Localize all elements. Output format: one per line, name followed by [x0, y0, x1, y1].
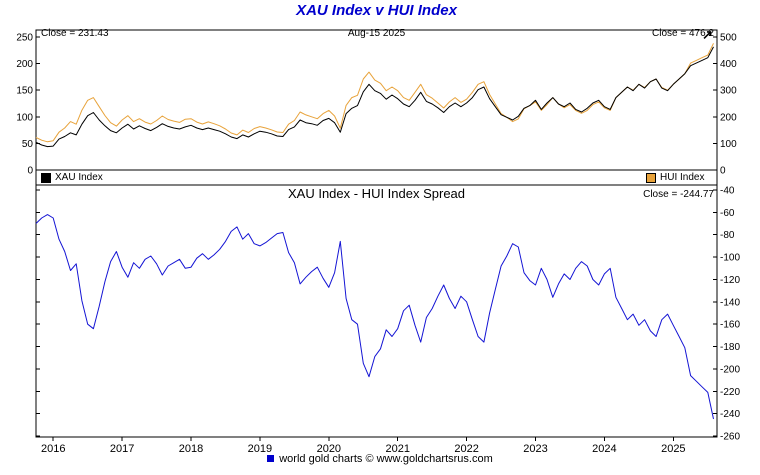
svg-text:2023: 2023 [523, 443, 547, 455]
svg-text:2018: 2018 [179, 443, 203, 455]
date-label: Aug-15 2025 [347, 28, 406, 39]
svg-text:-240: -240 [720, 409, 740, 420]
svg-text:2025: 2025 [661, 443, 685, 455]
svg-text:-220: -220 [720, 387, 740, 398]
svg-text:250: 250 [16, 33, 33, 44]
footer-credit: world gold charts © www.goldchartsrus.co… [0, 453, 760, 465]
svg-text:-160: -160 [720, 320, 740, 331]
svg-text:-40: -40 [720, 186, 735, 197]
svg-text:50: 50 [22, 139, 34, 150]
svg-text:2019: 2019 [248, 443, 272, 455]
svg-text:2021: 2021 [385, 443, 409, 455]
svg-text:-180: -180 [720, 342, 740, 353]
svg-text:100: 100 [16, 112, 33, 123]
svg-text:-80: -80 [720, 230, 735, 241]
svg-text:400: 400 [720, 59, 737, 70]
svg-text:2024: 2024 [592, 443, 616, 455]
legend-hui-label: HUI Index [660, 172, 705, 183]
svg-text:-60: -60 [720, 208, 735, 219]
spread-close-label: Close = -244.77 [643, 189, 714, 200]
hui-close-label: Close = 476.2 [652, 28, 714, 39]
legend-xau: XAU Index [41, 172, 103, 183]
svg-text:2016: 2016 [41, 443, 65, 455]
trend-arrow-icon: ↗ [702, 27, 713, 42]
svg-text:200: 200 [16, 59, 33, 70]
xau-swatch-icon [41, 172, 51, 183]
svg-text:-260: -260 [720, 432, 740, 443]
xau-close-label: Close = 231.43 [41, 28, 109, 39]
svg-text:100: 100 [720, 139, 737, 150]
svg-text:150: 150 [16, 86, 33, 97]
legend-hui: HUI Index [646, 172, 704, 183]
spread-panel-title: XAU Index - HUI Index Spread [287, 186, 466, 201]
svg-text:-140: -140 [720, 297, 740, 308]
footer-text: world gold charts © www.goldchartsrus.co… [279, 453, 493, 465]
svg-text:500: 500 [720, 33, 737, 44]
svg-text:-200: -200 [720, 364, 740, 375]
svg-text:2017: 2017 [110, 443, 134, 455]
svg-text:2020: 2020 [317, 443, 341, 455]
footer-square-icon [267, 455, 275, 462]
svg-text:200: 200 [720, 112, 737, 123]
svg-text:0: 0 [720, 166, 726, 177]
svg-text:-120: -120 [720, 275, 740, 286]
hui-swatch-icon [646, 172, 656, 183]
svg-text:-100: -100 [720, 253, 740, 264]
svg-text:0: 0 [27, 166, 33, 177]
svg-text:2022: 2022 [454, 443, 478, 455]
svg-text:300: 300 [720, 86, 737, 97]
page-title: XAU Index v HUI Index [296, 2, 457, 19]
legend-xau-label: XAU Index [55, 172, 103, 183]
